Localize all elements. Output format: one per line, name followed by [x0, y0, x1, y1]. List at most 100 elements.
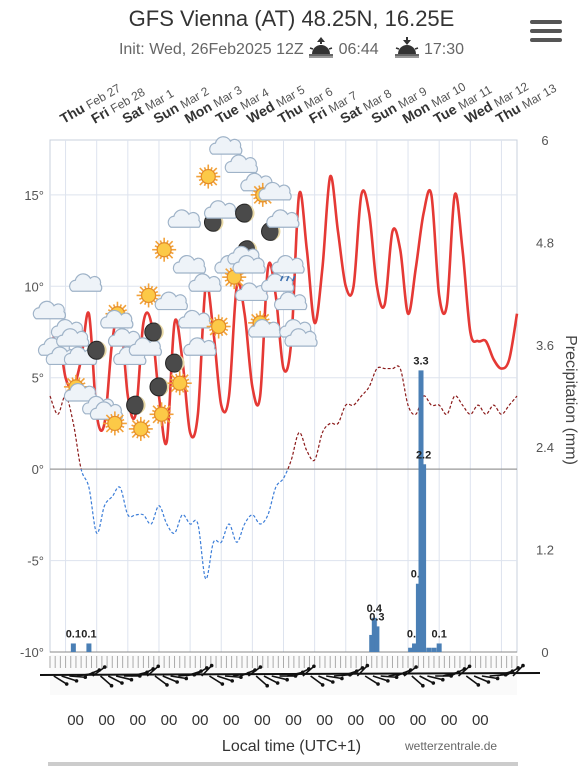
time-tick-label: 00: [67, 712, 84, 729]
wind-arrow: [53, 675, 68, 685]
wind-row: [39, 655, 541, 695]
cloud-shape: [258, 181, 292, 201]
sun-disc: [133, 421, 149, 437]
cloud-shape: [266, 209, 300, 228]
sun-disc: [107, 415, 123, 432]
wind-arrow: [318, 675, 334, 683]
wind-arrow: [170, 675, 187, 680]
init-time: Init: Wed, 26Feb2025 12Z: [118, 41, 304, 58]
temp-tick-label: -10°: [20, 645, 44, 660]
precip-tick-label: 2.4: [536, 440, 554, 455]
time-tick-label: 00: [254, 712, 271, 729]
cloud-icon: [178, 309, 212, 329]
wind-arrow: [193, 667, 208, 677]
wind-arrow: [99, 675, 113, 687]
precipitation-series: 0.1 0.10.40.30.10.83.32.20.1: [66, 355, 447, 652]
wind-arrow: [403, 666, 417, 677]
wind-arrow: [139, 668, 154, 677]
wind-arrow: [302, 665, 315, 677]
wind-arrow-head: [431, 681, 436, 685]
precip-bar: [436, 643, 442, 652]
wind-arrow: [341, 670, 357, 677]
wind-arrow-head: [521, 663, 525, 668]
sun-ray: [121, 304, 127, 310]
wind-arrow: [450, 668, 465, 677]
sun-disc: [200, 168, 216, 185]
time-tick-label: 00: [285, 712, 302, 729]
precip-bar-label: 0.1: [432, 628, 447, 640]
wind-arrow: [481, 675, 498, 680]
sunset-icon: [394, 36, 420, 63]
rain-icon: [271, 254, 305, 282]
menu-button[interactable]: [530, 20, 562, 44]
sun-ray: [199, 167, 204, 173]
wind-arrow-head: [156, 664, 161, 669]
wind-arrow: [427, 675, 443, 681]
precip-bar: [415, 583, 421, 652]
cloud-shape: [273, 291, 308, 311]
rain-drop: [279, 275, 284, 282]
wind-arrow: [271, 675, 288, 681]
wind-arrow: [146, 665, 159, 677]
cloud-shape: [232, 254, 266, 274]
sun-icon: [206, 314, 231, 339]
temp-tick-label: -5°: [27, 554, 44, 569]
sunrise-time: 06:44: [338, 41, 379, 58]
moon-icon: [235, 203, 255, 223]
sun-ray: [165, 405, 171, 410]
sun-ray: [184, 387, 189, 393]
time-tick-label: 00: [161, 712, 178, 729]
sun-icon: [128, 416, 153, 441]
cloud-shape: [154, 291, 188, 311]
cloud-icon: [284, 328, 318, 347]
cloud-icon: [56, 328, 90, 347]
scroll-indicator: [48, 762, 518, 766]
cloud-icon: [224, 154, 258, 174]
wind-arrow-head: [265, 683, 270, 688]
cloud-shape: [56, 328, 90, 347]
precip-bar-label: 0.1: [66, 628, 81, 640]
cloud-shape: [167, 209, 201, 228]
cloud-shape: [172, 254, 207, 274]
sun-ray: [209, 330, 215, 336]
cloud-shape: [32, 300, 66, 320]
dewpoint-line-below-zero: [80, 469, 289, 580]
temp-tick-label: 10°: [24, 279, 44, 294]
wind-arrow-head: [175, 680, 179, 684]
wind-arrow: [255, 675, 268, 687]
wind-arrow-head: [312, 664, 316, 669]
sun-disc: [172, 375, 188, 391]
wind-arrow: [457, 665, 471, 677]
sun-ray: [212, 180, 218, 186]
sun-icon: [222, 265, 247, 290]
wind-arrow-head: [414, 665, 418, 669]
moon-icon: [87, 340, 107, 360]
sun-ray: [119, 414, 124, 420]
sun-disc: [211, 318, 227, 335]
cloud-shape: [178, 309, 212, 329]
moon-icon: [126, 395, 146, 415]
sun-disc: [156, 242, 172, 258]
rain-drop: [285, 275, 290, 282]
precip-bar-label: 0.3: [369, 611, 384, 623]
time-tick-label: 00: [98, 712, 115, 729]
wind-arrow-head: [340, 676, 344, 681]
wind-arrow: [115, 675, 132, 681]
wind-arrow-head: [120, 681, 124, 685]
sun-ray: [139, 286, 145, 292]
sun-ray: [238, 281, 244, 287]
sun-icon: [152, 237, 177, 262]
cloud-icon: [209, 136, 243, 155]
precip-tick-label: 3.6: [536, 338, 554, 353]
meteogram-chart: 0.1 0.10.40.30.10.83.32.20.1 Thu Feb 27Fr…: [20, 79, 579, 729]
precip-tick-label: 6: [541, 133, 548, 148]
wind-arrow: [154, 675, 168, 686]
wind-arrow: [497, 670, 513, 677]
wind-arrow-head: [83, 675, 88, 680]
moon-crescent: [97, 341, 107, 360]
time-tick-label: 00: [129, 712, 146, 729]
sun-icon: [167, 371, 192, 396]
time-tick-label: 00: [410, 712, 427, 729]
cloud-icon: [167, 209, 201, 228]
wind-arrow: [162, 675, 178, 683]
